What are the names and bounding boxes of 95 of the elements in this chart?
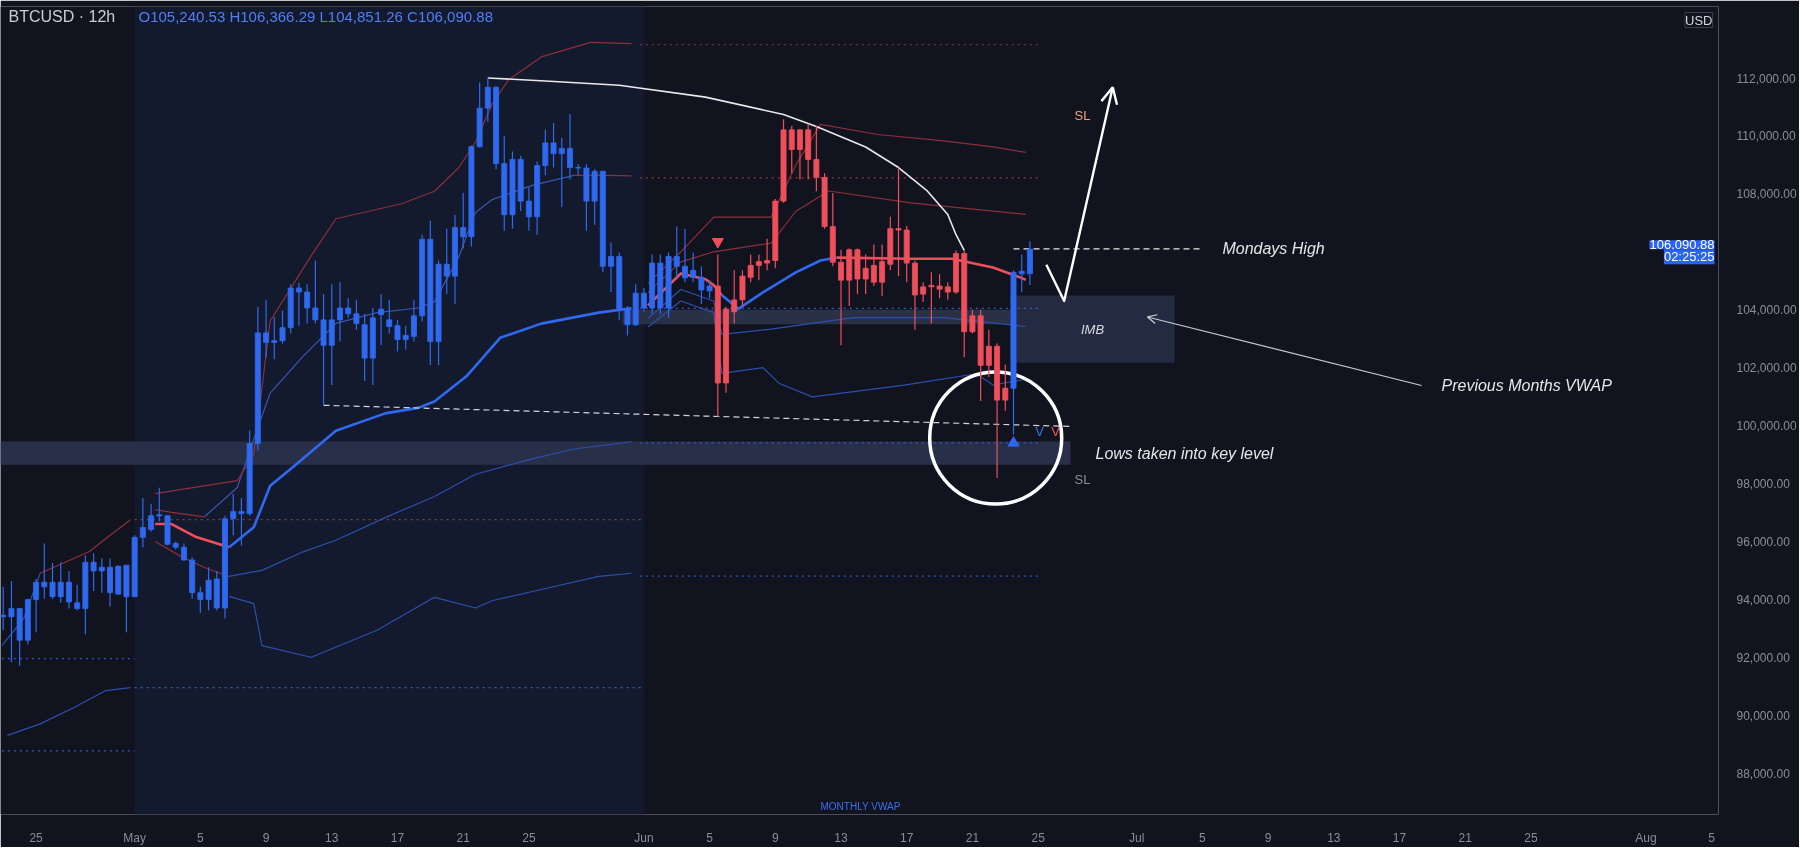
candlestick	[1002, 363, 1009, 412]
y-tick-label: 110,000.00	[1736, 129, 1796, 144]
candlestick	[394, 319, 401, 353]
candlestick	[567, 113, 573, 180]
candlestick	[402, 325, 409, 350]
x-tick-label: May	[123, 830, 146, 845]
candlestick	[673, 226, 680, 279]
y-axis-title: USD	[1685, 12, 1713, 28]
candlestick	[682, 228, 688, 283]
candlestick	[353, 299, 360, 331]
annotation: V	[1035, 424, 1045, 439]
candlestick	[386, 299, 393, 335]
band-label: IMB	[1080, 321, 1105, 337]
x-tick-label: 25	[1524, 830, 1538, 845]
chart-subtitle: O105,240.53 H106,366.29 L104,851.26 C106,090.88	[138, 8, 493, 25]
candlestick	[797, 129, 803, 180]
candlestick	[813, 125, 820, 192]
x-tick-label: 13	[834, 830, 849, 845]
x-tick-label: 9	[771, 830, 779, 845]
candlestick	[755, 253, 762, 281]
candlestick	[640, 287, 647, 313]
x-tick-label: 21	[965, 830, 980, 845]
candlestick	[312, 259, 319, 325]
candlestick	[279, 309, 286, 345]
candlestick	[558, 137, 565, 208]
candlestick	[443, 228, 450, 295]
annotation: SL	[1074, 108, 1091, 123]
candlestick	[764, 238, 771, 271]
y-tick-label: 108,000.00	[1736, 187, 1797, 202]
x-tick-label: 25	[1031, 830, 1046, 845]
candlestick	[33, 578, 40, 633]
y-tick-label: 96,000.00	[1736, 534, 1791, 549]
band-label: Lows taken into key level	[1095, 444, 1274, 462]
candlestick	[230, 493, 237, 536]
annotation: V	[1051, 424, 1061, 439]
candlestick	[263, 299, 270, 358]
x-tick-label: 5	[1199, 830, 1207, 845]
candlestick	[525, 186, 532, 232]
candlestick	[690, 251, 697, 283]
y-tick-label: 90,000.00	[1736, 708, 1791, 723]
candlestick	[410, 299, 417, 343]
candlestick	[139, 497, 146, 548]
candlestick	[731, 269, 738, 325]
x-tick-label: 5	[197, 830, 205, 845]
chart-title: BTCUSD · 12h	[8, 8, 116, 25]
candlestick	[98, 557, 105, 594]
annotation: 106,090.88	[1649, 237, 1715, 253]
y-tick-label: 102,000.00	[1736, 361, 1797, 376]
candlestick	[345, 297, 352, 319]
x-tick-label: 17	[1392, 830, 1407, 845]
y-tick-label: 112,000.00	[1736, 71, 1796, 86]
series-label: Mondays High	[1222, 240, 1325, 258]
y-tick-label: 98,000.00	[1736, 476, 1791, 491]
candlestick	[378, 293, 385, 346]
annotation: MONTHLY VWAP	[820, 801, 901, 812]
y-tick-label: 100,000.00	[1736, 419, 1797, 434]
candlestick	[608, 241, 614, 293]
x-tick-label: 9	[1264, 830, 1272, 845]
candlestick	[985, 329, 992, 378]
annotation: 02:25:25	[1663, 249, 1715, 265]
x-tick-label: 21	[456, 830, 471, 845]
line-series	[154, 540, 230, 578]
x-tick-label: 5	[1708, 830, 1716, 845]
candlestick	[148, 503, 155, 533]
x-tick-label: 9	[262, 830, 270, 845]
candlestick	[337, 281, 343, 343]
annotation: SL	[1074, 472, 1091, 487]
x-tick-label: 13	[325, 830, 339, 845]
x-tick-label: Jun	[634, 830, 654, 845]
y-tick-label: 92,000.00	[1736, 650, 1791, 665]
y-tick-label: 94,000.00	[1736, 592, 1791, 607]
annotation: Previous Months VWAP	[1441, 377, 1613, 394]
x-tick-label: 17	[900, 830, 914, 845]
x-tick-label: 21	[1458, 830, 1473, 845]
x-tick-label: 17	[390, 830, 405, 845]
x-tick-label: 25	[29, 830, 44, 845]
x-tick-label: Aug	[1635, 830, 1657, 845]
y-tick-label: 88,000.00	[1736, 766, 1791, 781]
candlestick	[920, 281, 927, 303]
y-tick-label: 104,000.00	[1736, 303, 1797, 318]
x-tick-label: 13	[1327, 830, 1341, 845]
x-tick-label: Jul	[1129, 830, 1145, 845]
candlestick	[295, 282, 302, 327]
candlestick	[484, 77, 491, 123]
candlestick	[66, 570, 72, 610]
candlestick	[460, 192, 467, 250]
candlestick	[57, 561, 64, 604]
candlestick	[156, 487, 163, 523]
x-tick-label: 25	[522, 830, 536, 845]
candlestick	[271, 316, 278, 360]
x-tick-label: 5	[706, 830, 714, 845]
candlestick	[1018, 253, 1025, 293]
candlestick	[788, 125, 795, 174]
candlestick	[304, 283, 311, 325]
candlestick	[74, 584, 81, 612]
